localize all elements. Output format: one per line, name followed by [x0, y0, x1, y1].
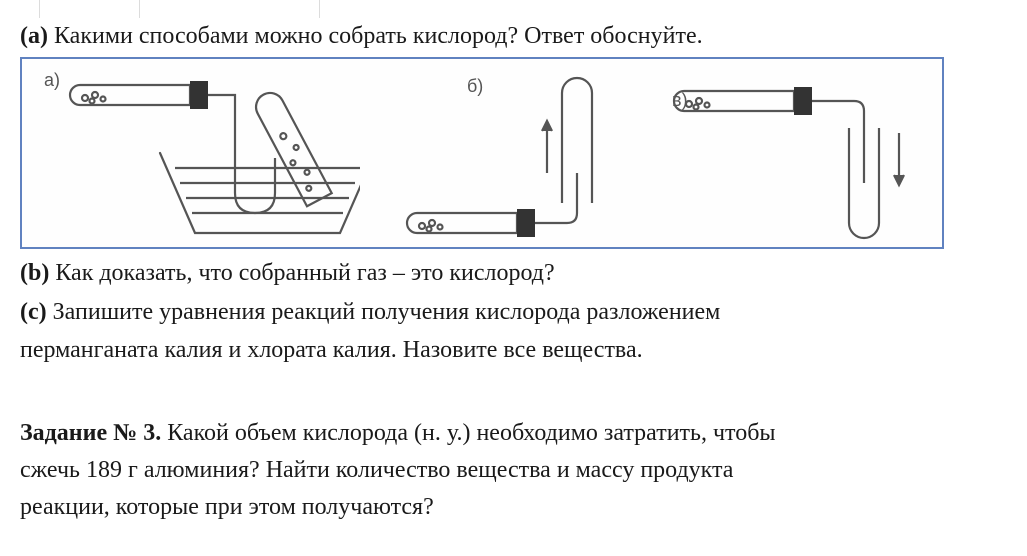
question-c-text-2: перманганата калия и хлората калия. Назо… — [20, 337, 643, 363]
diagram-a-svg — [40, 63, 360, 243]
tab-segment — [140, 0, 320, 18]
task-3-line3: реакции, которые при этом получаются? — [20, 494, 434, 520]
oxygen-collection-diagram: а) б) в) — [20, 57, 944, 249]
task-3-line2: сжечь 189 г алюминия? Найти количество в… — [20, 457, 733, 483]
task-3-line1: Какой объем кислорода (н. у.) необходимо… — [161, 420, 775, 446]
question-b-text: Как доказать, что собранный газ – это ки… — [49, 260, 554, 286]
question-a-label: (a) — [20, 23, 48, 49]
task-3: Задание № 3. Какой объем кислорода (н. у… — [20, 415, 948, 527]
diagram-label-b: б) — [467, 73, 483, 101]
diagram-b-svg — [397, 63, 627, 243]
question-c: (c) Запишите уравнения реакций получения… — [20, 294, 948, 368]
diagram-label-v: в) — [672, 87, 688, 115]
question-c-text-1: Запишите уравнения реакций получения кис… — [47, 299, 721, 325]
tab-segment — [320, 0, 1027, 18]
tab-segment — [0, 0, 40, 18]
diagram-v-svg — [664, 63, 924, 243]
question-a-text: Какими способами можно собрать кислород?… — [48, 23, 703, 49]
question-c-label: (c) — [20, 299, 47, 325]
browser-tab-strip — [0, 0, 1027, 18]
diagram-label-a: а) — [44, 67, 60, 95]
question-a: (a) Какими способами можно собрать кисло… — [20, 18, 1007, 55]
tab-segment — [40, 0, 140, 18]
task-3-label: Задание № 3. — [20, 420, 161, 446]
question-b-label: (b) — [20, 260, 49, 286]
question-b: (b) Как доказать, что собранный газ – эт… — [20, 255, 1007, 292]
page-content: (a) Какими способами можно собрать кисло… — [0, 18, 1027, 536]
